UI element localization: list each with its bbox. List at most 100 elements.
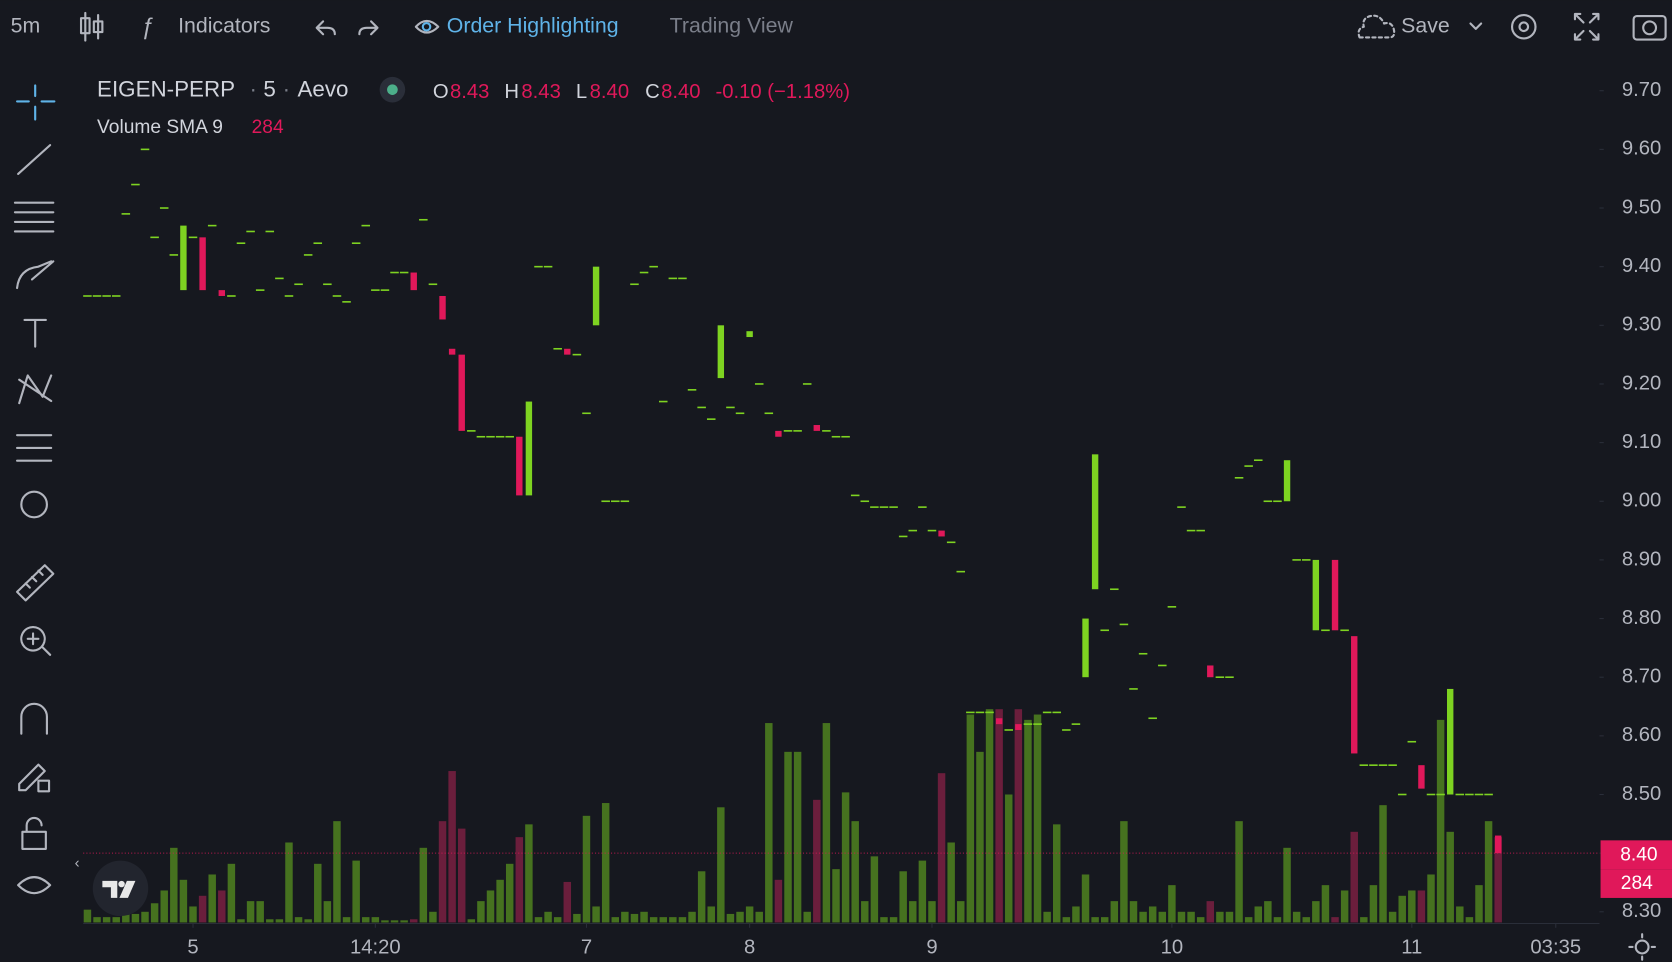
volume-bar — [1033, 714, 1042, 923]
candle — [1196, 529, 1205, 532]
volume-bar — [208, 874, 216, 923]
ruler-tool[interactable] — [15, 564, 55, 602]
save-button[interactable]: Save — [1401, 13, 1450, 37]
emoji-tool[interactable] — [20, 490, 48, 519]
volume-bar — [1005, 794, 1013, 923]
chart-type-icon[interactable] — [79, 11, 104, 42]
volume-bar — [822, 723, 831, 923]
candle — [1100, 629, 1109, 632]
candle — [1129, 688, 1138, 690]
candle — [159, 207, 169, 209]
volume-bar — [457, 828, 466, 923]
candle — [467, 430, 476, 432]
volume-bar — [448, 771, 456, 923]
volume-bar — [1091, 917, 1099, 923]
candle — [361, 224, 371, 227]
settings-icon[interactable] — [1510, 13, 1537, 40]
visibility-tool[interactable] — [17, 876, 52, 895]
separator: · — [283, 77, 290, 102]
x-tick-label: 5 — [187, 936, 198, 958]
volume-bar — [1456, 906, 1464, 923]
interval-button[interactable]: 5m — [11, 13, 41, 37]
candle — [516, 436, 523, 496]
brush-tool[interactable] — [15, 260, 55, 290]
candle — [1484, 793, 1493, 796]
candle — [1340, 629, 1349, 632]
candle — [207, 224, 217, 227]
ohlc-value: 8.43 — [450, 81, 489, 103]
fib-tool[interactable] — [13, 201, 55, 233]
screenshot-icon[interactable] — [1632, 15, 1667, 41]
volume-bar — [1331, 917, 1339, 923]
candle — [410, 272, 417, 291]
candle — [841, 435, 850, 438]
candle — [102, 295, 111, 297]
candle — [746, 331, 753, 338]
volume-bar — [563, 881, 572, 923]
y-tick-label: 9.70 — [1622, 79, 1661, 101]
volume-bar — [793, 751, 802, 923]
volume-bar — [861, 901, 869, 923]
candle — [188, 236, 198, 239]
volume-bar — [1129, 901, 1138, 923]
eye-icon[interactable] — [414, 19, 440, 34]
candle — [1225, 676, 1234, 679]
candle — [726, 406, 735, 409]
volume-bar — [189, 906, 197, 923]
save-menu-icon[interactable] — [1469, 22, 1483, 30]
redo-icon[interactable] — [358, 20, 379, 36]
lock-tool[interactable] — [21, 816, 47, 850]
ohlc-name: O — [433, 81, 449, 103]
zoom-tool[interactable] — [20, 626, 52, 656]
candle — [582, 412, 591, 415]
auto-scale-icon[interactable] — [1628, 933, 1657, 961]
cloud-icon[interactable] — [1357, 14, 1396, 39]
crosshair-tool[interactable] — [15, 84, 56, 121]
volume-bar — [390, 920, 399, 923]
volume-bar — [419, 847, 428, 923]
volume-bar — [1475, 885, 1483, 923]
ohlc-value: 8.40 — [661, 81, 700, 103]
symbol: EIGEN-PERP — [97, 77, 235, 102]
volume-bar — [323, 901, 332, 923]
candle — [1312, 559, 1320, 631]
candle — [611, 500, 620, 503]
candle — [1436, 793, 1445, 796]
indicators-button[interactable]: Indicators — [178, 13, 270, 37]
trading-view-button[interactable]: Trading View — [670, 13, 794, 37]
candle — [1234, 477, 1244, 479]
magnet-tool[interactable] — [20, 702, 48, 735]
candle — [351, 242, 361, 245]
prediction-tool[interactable] — [15, 434, 53, 462]
candle — [985, 711, 994, 714]
candle — [649, 265, 658, 268]
candle — [1359, 764, 1369, 766]
volume-bar — [909, 901, 917, 923]
undo-icon[interactable] — [315, 20, 336, 36]
collapse-icon[interactable]: ‹ — [75, 855, 80, 872]
text-tool[interactable] — [23, 318, 47, 348]
candle — [793, 430, 802, 432]
volume-bar — [429, 911, 437, 923]
candle — [764, 412, 774, 415]
volume-bar — [438, 821, 447, 923]
change: -0.10 (−1.18%) — [716, 81, 851, 103]
fullscreen-icon[interactable] — [1573, 12, 1600, 41]
fx-icon[interactable]: ƒ — [141, 13, 154, 39]
volume-bar — [1196, 917, 1205, 923]
candle — [476, 435, 486, 438]
volume-bar — [218, 890, 226, 923]
candle — [754, 383, 764, 385]
trend-line-tool[interactable] — [17, 144, 52, 175]
order-highlighting-button[interactable]: Order Highlighting — [447, 13, 619, 37]
volume-bar — [102, 917, 111, 923]
volume-bar — [246, 901, 255, 923]
volume-bar — [1081, 874, 1090, 923]
volume-bar — [1388, 911, 1397, 923]
candle — [1186, 529, 1196, 532]
candle — [303, 254, 313, 256]
lock-drawing-tool[interactable] — [18, 763, 51, 793]
volume-bar — [1254, 906, 1262, 923]
candle — [1351, 636, 1358, 754]
pattern-tool[interactable] — [18, 374, 53, 405]
